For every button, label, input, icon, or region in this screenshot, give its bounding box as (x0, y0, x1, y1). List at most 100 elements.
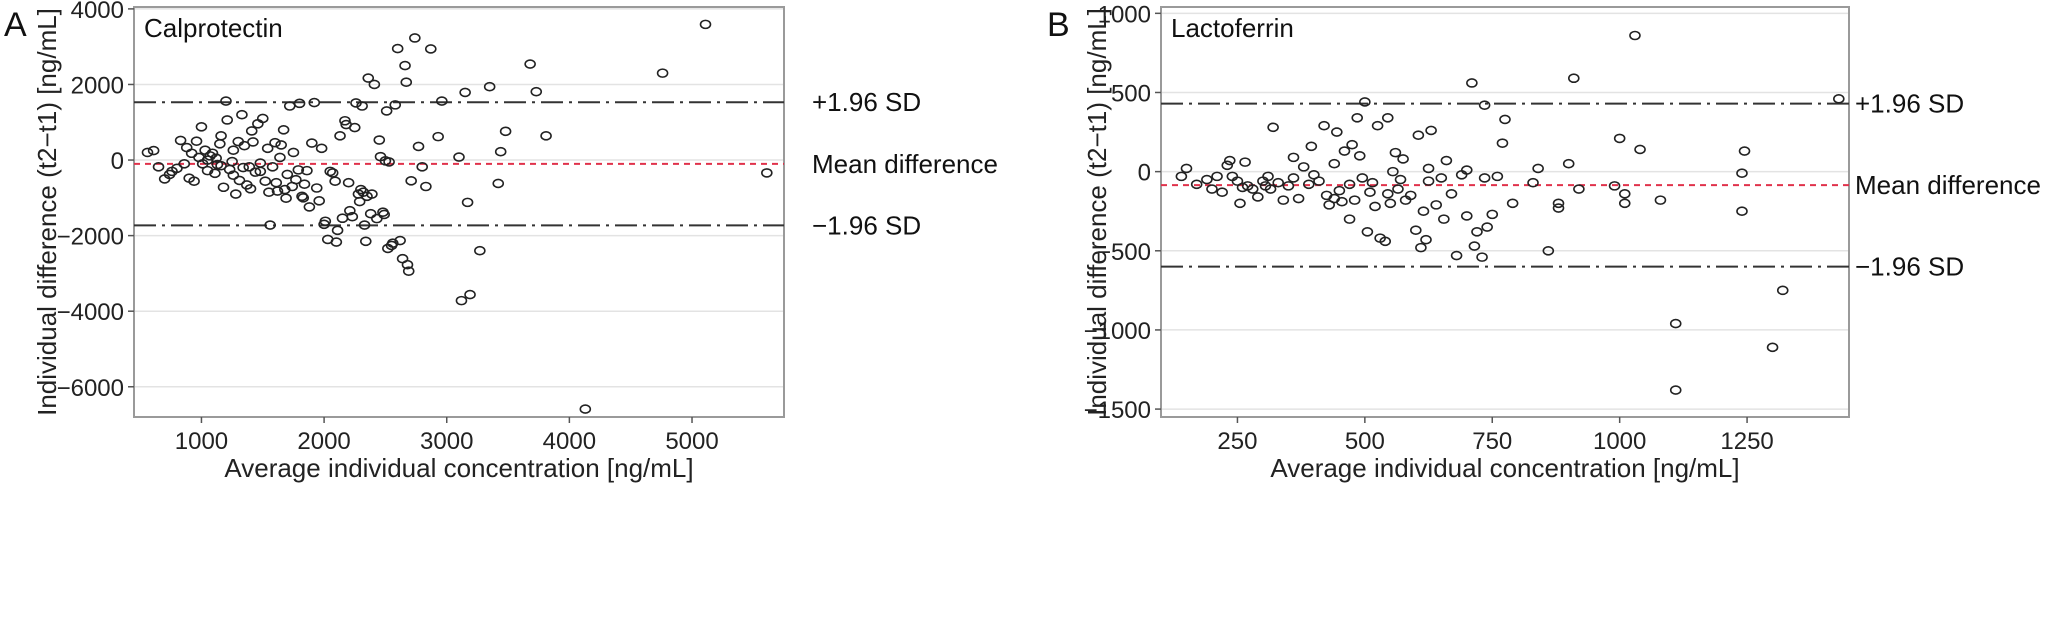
data-point (1389, 147, 1402, 158)
data-point (297, 193, 310, 203)
reference-line-label: +1.96 SD (812, 87, 921, 117)
data-point (1277, 195, 1290, 205)
data-point (1387, 166, 1399, 177)
data-point (401, 259, 414, 270)
data-point (1438, 214, 1450, 224)
data-point (1460, 165, 1473, 175)
data-point (492, 178, 505, 189)
data-point (1542, 245, 1555, 256)
x-tick-label: 3000 (420, 428, 473, 455)
data-point (330, 237, 343, 247)
data-point (1328, 158, 1341, 169)
data-point (315, 143, 328, 154)
data-point (1499, 114, 1511, 125)
plot-frame (133, 6, 785, 418)
x-tick-label: 5000 (665, 428, 718, 455)
data-point (474, 245, 486, 256)
data-point (579, 404, 592, 414)
data-point (1343, 179, 1356, 190)
data-point (280, 193, 292, 204)
data-point (1381, 113, 1394, 123)
data-point (1422, 163, 1435, 174)
data-point (310, 183, 323, 193)
data-point (1381, 188, 1394, 199)
data-point (243, 162, 256, 172)
data-point (1211, 171, 1223, 182)
data-point (1328, 193, 1341, 204)
y-tick-label: 0 (1138, 160, 1151, 187)
data-point (389, 100, 402, 110)
data-point (461, 197, 474, 208)
data-point (308, 97, 321, 108)
x-tick-label: 1000 (1593, 428, 1646, 455)
data-point (1460, 211, 1473, 221)
data-point (373, 135, 386, 145)
data-point (1608, 181, 1621, 191)
data-point (261, 143, 274, 154)
data-point (1410, 225, 1422, 236)
data-point (1397, 154, 1409, 164)
data-point (281, 169, 294, 180)
data-point (356, 101, 368, 111)
data-point (1412, 130, 1425, 141)
data-point (1353, 151, 1366, 161)
data-point (287, 147, 300, 158)
data-point (290, 174, 302, 185)
data-point (256, 113, 269, 124)
y-axis-label: Individual difference (t2−t1) [ng/mL] (32, 8, 62, 416)
reference-line-label: +1.96 SD (1855, 89, 1964, 119)
data-point (342, 177, 355, 188)
data-point (1272, 177, 1285, 188)
data-point (405, 176, 417, 186)
data-point (1486, 209, 1499, 220)
data-point (1239, 157, 1251, 167)
x-tick-label: 4000 (543, 428, 596, 455)
data-point (263, 187, 275, 197)
y-axis-label: Individual difference (t2−t1) [ng/mL] (1082, 8, 1112, 416)
data-point (1287, 173, 1300, 183)
data-point (1364, 187, 1376, 198)
data-point (348, 122, 361, 133)
data-point (1267, 122, 1279, 133)
data-point (1833, 94, 1845, 104)
data-point (249, 167, 262, 177)
data-point (346, 211, 359, 222)
data-point (464, 289, 476, 300)
data-point (1468, 241, 1481, 251)
data-point (331, 225, 344, 236)
data-point (229, 189, 242, 199)
data-point (214, 138, 226, 149)
x-tick-label: 750 (1472, 428, 1512, 455)
data-point (1496, 138, 1509, 148)
data-point (1736, 168, 1748, 179)
data-point (147, 145, 160, 156)
data-point (152, 162, 165, 172)
data-point (1568, 73, 1580, 84)
data-point (1634, 144, 1646, 155)
data-point (1379, 236, 1392, 247)
data-point (1371, 120, 1384, 131)
y-tick-label: −500 (1097, 239, 1151, 266)
data-point (355, 184, 367, 195)
data-point (292, 165, 305, 175)
panel-a: +1.96 SD Mean difference −1.96 SD −6000 −400… (4, 0, 998, 483)
data-point (1466, 78, 1478, 88)
data-point (540, 131, 552, 141)
data-point (1613, 133, 1626, 144)
data-point (359, 236, 372, 247)
data-point (409, 33, 421, 43)
data-point (190, 136, 203, 146)
data-point (420, 181, 432, 192)
data-point (303, 202, 316, 212)
data-point (364, 208, 377, 219)
data-point (174, 135, 187, 146)
data-point (453, 152, 465, 162)
data-point (530, 86, 543, 97)
data-point (1422, 176, 1435, 186)
data-point (259, 176, 272, 187)
data-point (1346, 139, 1358, 150)
data-point (459, 87, 471, 98)
data-point (524, 59, 536, 69)
data-point (1552, 203, 1565, 213)
data-point (293, 98, 306, 109)
